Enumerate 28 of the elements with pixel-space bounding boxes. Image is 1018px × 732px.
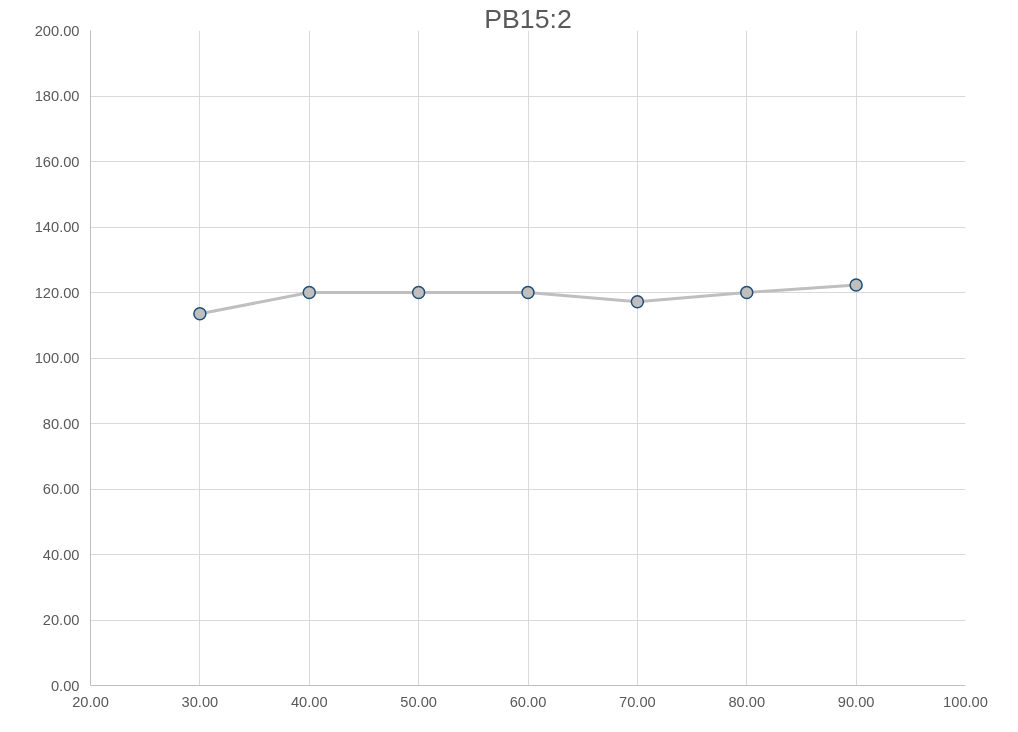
- y-tick-label: 180.00: [34, 88, 80, 104]
- y-tick-label: 20.00: [42, 612, 80, 628]
- x-tick-label: 100.00: [943, 693, 988, 710]
- x-tick-label: 50.00: [400, 693, 437, 710]
- x-tick-label: 20.00: [72, 693, 109, 710]
- point: [630, 294, 645, 309]
- point: [849, 278, 863, 292]
- y-tick-label: 60.00: [42, 481, 80, 497]
- y-tick-label: 100.00: [34, 350, 80, 366]
- x-tick-label: 60.00: [509, 693, 547, 710]
- y-tick-label: 0.00: [50, 677, 80, 694]
- x-tick-label: 80.00: [728, 693, 766, 710]
- y-tick-label: 80.00: [42, 415, 80, 432]
- point: [740, 285, 754, 300]
- point: [521, 285, 535, 300]
- x-tick-label: 90.00: [837, 693, 875, 710]
- x-tick-label: 70.00: [619, 693, 656, 710]
- chart-title: PB15:2: [484, 3, 572, 34]
- x-tick-label: 30.00: [181, 693, 219, 710]
- x-tick-label: 40.00: [290, 693, 328, 710]
- y-tick-label: 200.00: [34, 22, 80, 39]
- point: [411, 285, 426, 300]
- point: [193, 307, 207, 321]
- y-tick-label: 40.00: [42, 546, 80, 563]
- y-tick-label: 120.00: [34, 284, 80, 301]
- y-tick-label: 140.00: [34, 219, 80, 235]
- y-tick-label: 160.00: [34, 153, 80, 170]
- point: [302, 285, 316, 300]
